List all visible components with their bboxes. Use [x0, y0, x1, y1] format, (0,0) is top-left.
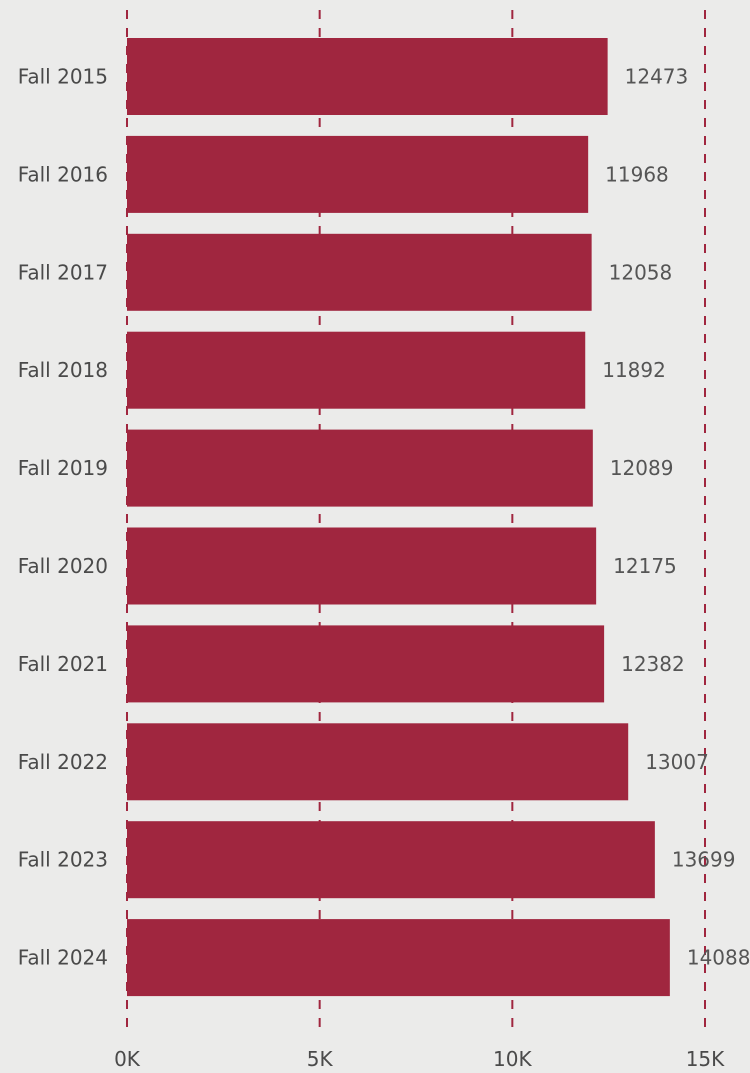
bar-fall-2017: [127, 233, 592, 311]
category-label-fall-2024: Fall 2024: [18, 946, 108, 970]
category-label-fall-2022: Fall 2022: [18, 750, 108, 774]
category-label-fall-2023: Fall 2023: [18, 848, 108, 872]
category-labels: Fall 2015 Fall 2016 Fall 2017 Fall 2018 Fall…: [18, 65, 108, 970]
category-label-fall-2018: Fall 2018: [18, 358, 108, 382]
category-label-fall-2019: Fall 2019: [18, 456, 108, 480]
x-axis-tick-labels: 0K 5K 10K 15K: [114, 1047, 725, 1071]
value-labels: 12473 11968 12058 11892 12089 12175 12382 13007…: [602, 65, 750, 970]
value-label-fall-2022: 13007: [645, 750, 709, 774]
bar-fall-2015: [127, 38, 608, 115]
value-label-fall-2023: 13699: [672, 848, 736, 872]
value-label-fall-2015: 12473: [625, 65, 689, 89]
value-label-fall-2018: 11892: [602, 358, 666, 382]
value-label-fall-2020: 12175: [613, 554, 677, 578]
category-label-fall-2020: Fall 2020: [18, 554, 108, 578]
bar-fall-2022: [127, 723, 629, 801]
value-label-fall-2021: 12382: [621, 652, 685, 676]
bar-fall-2024: [127, 919, 670, 997]
bar-fall-2018: [127, 331, 586, 409]
bar-fall-2020: [127, 527, 597, 605]
category-label-fall-2016: Fall 2016: [18, 162, 108, 186]
x-tick-label-10k: 10K: [493, 1047, 532, 1071]
category-label-fall-2017: Fall 2017: [18, 260, 108, 284]
x-tick-label-5k: 5K: [307, 1047, 334, 1071]
category-label-fall-2015: Fall 2015: [18, 65, 108, 89]
bar-fall-2021: [127, 625, 605, 703]
x-tick-label-15k: 15K: [686, 1047, 725, 1071]
value-label-fall-2016: 11968: [605, 162, 669, 186]
value-label-fall-2017: 12058: [609, 260, 673, 284]
category-label-fall-2021: Fall 2021: [18, 652, 108, 676]
bar-fall-2023: [127, 821, 655, 899]
bar-fall-2016: [127, 135, 589, 213]
value-label-fall-2019: 12089: [610, 456, 674, 480]
x-tick-label-0k: 0K: [114, 1047, 141, 1071]
bar-fall-2019: [127, 429, 593, 507]
bars: [127, 38, 670, 997]
value-label-fall-2024: 14088: [687, 946, 750, 970]
